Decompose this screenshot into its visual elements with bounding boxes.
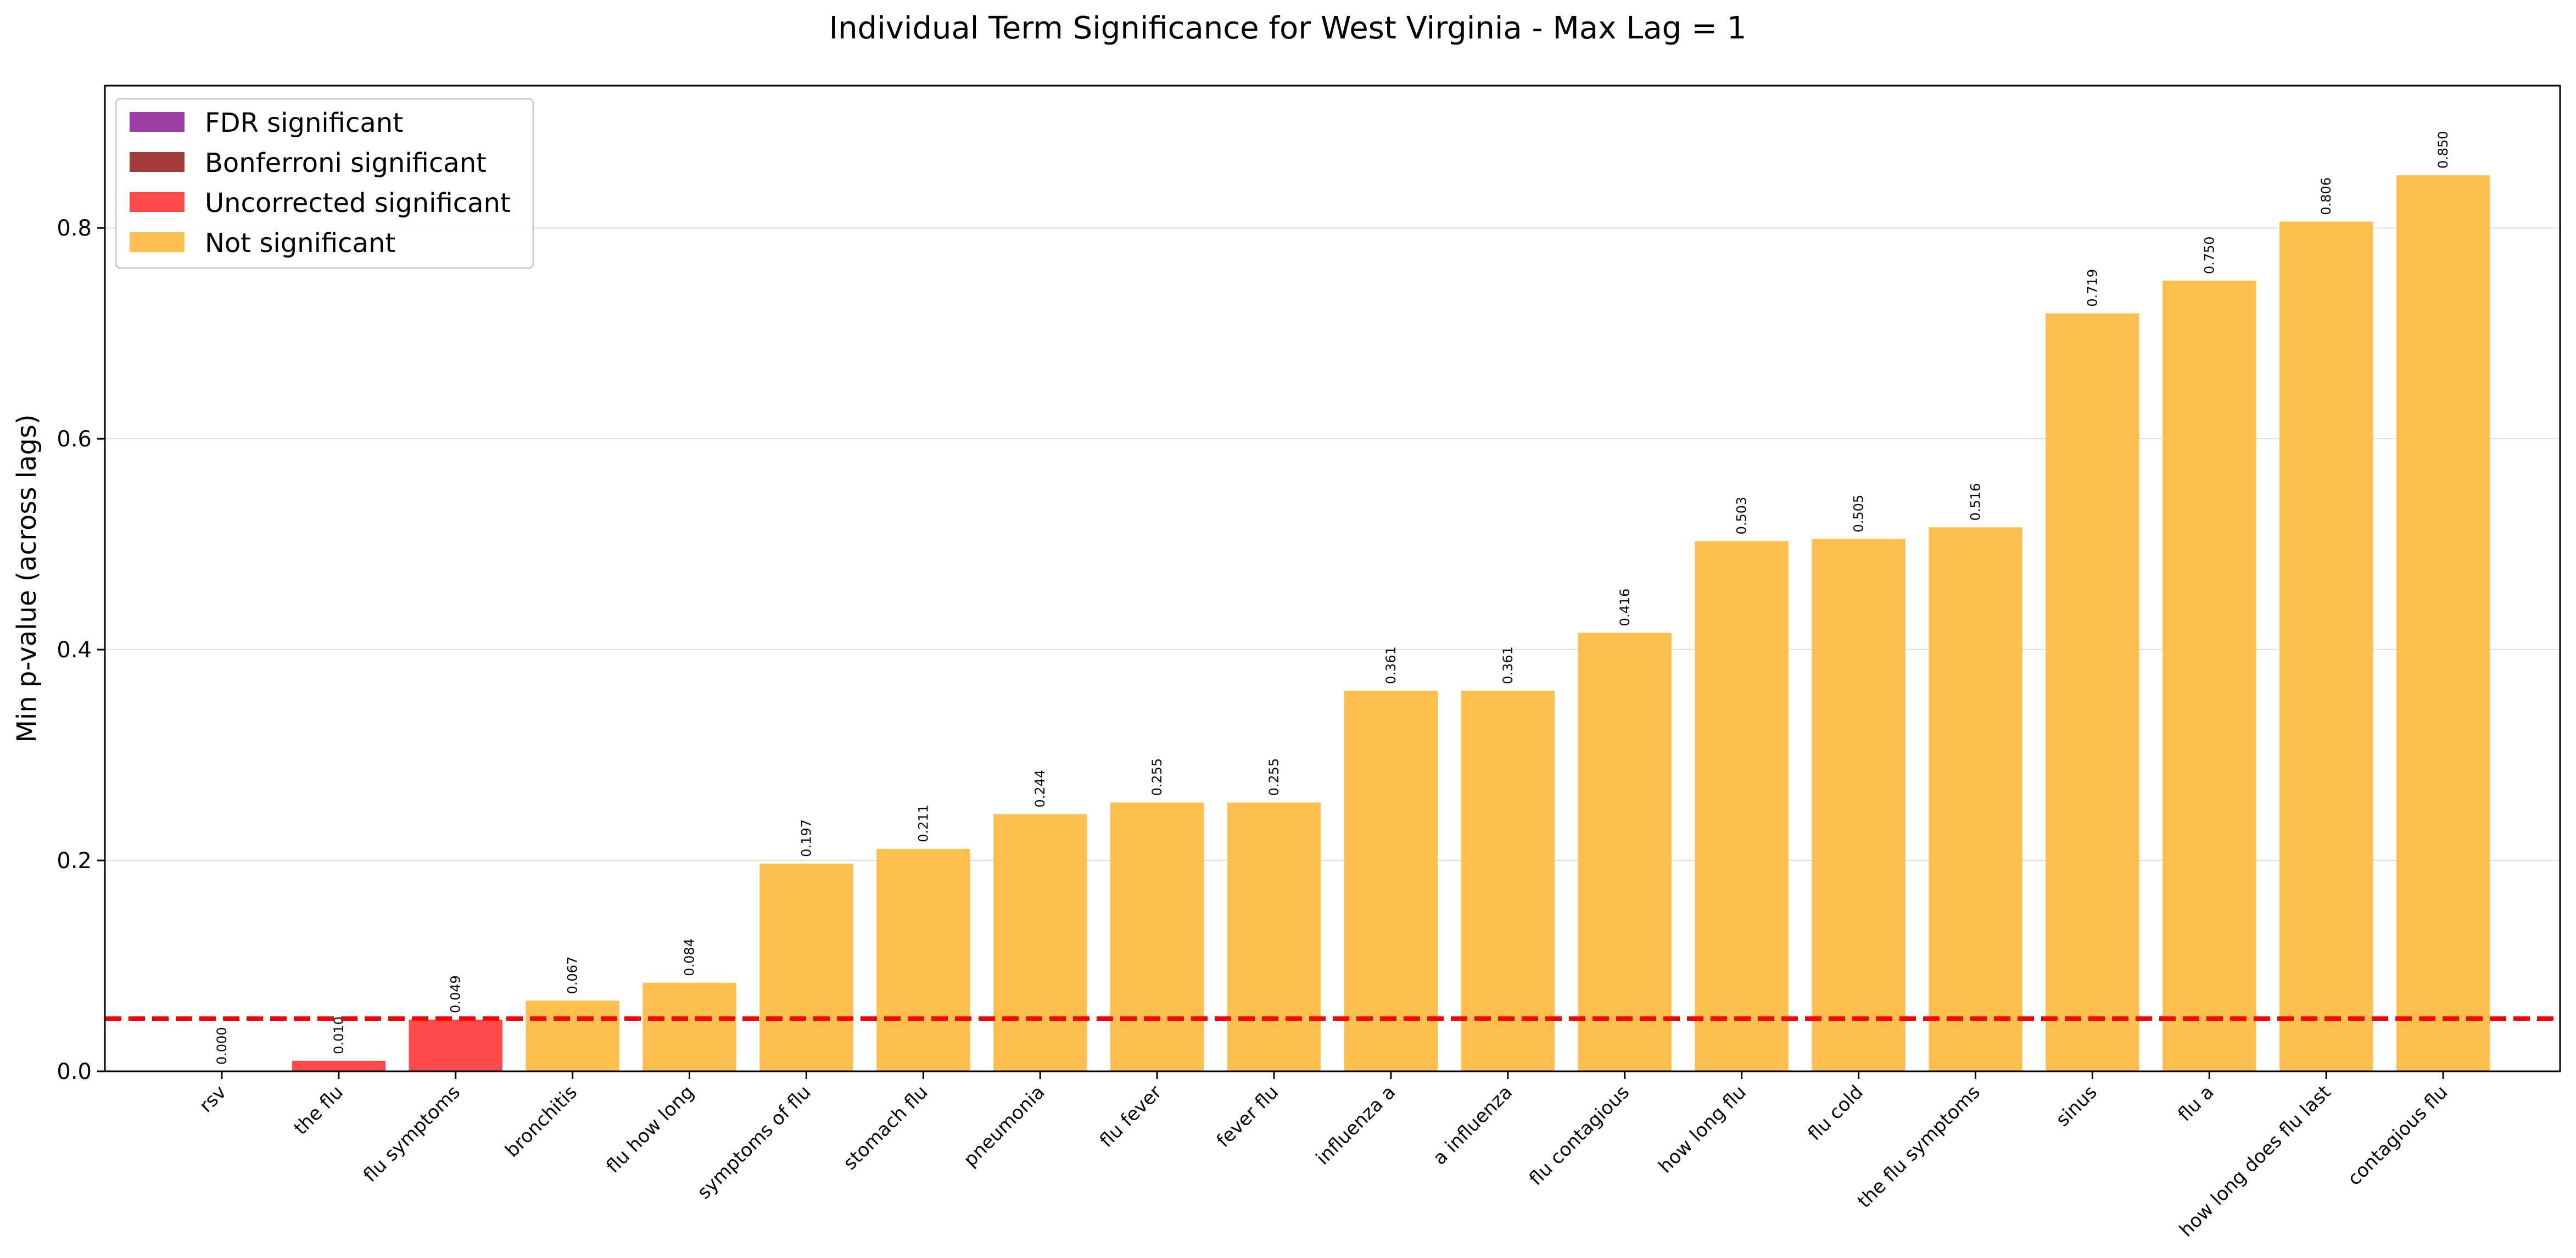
- legend-label: Not significant: [205, 228, 395, 259]
- data-label: 0.806: [2318, 177, 2334, 215]
- legend-box: [115, 98, 534, 269]
- x-tick-label: symptoms of flu: [693, 1081, 815, 1204]
- data-label: 0.010: [331, 1016, 347, 1054]
- bar: [2046, 313, 2139, 1071]
- bar: [993, 814, 1087, 1071]
- x-tick-label: a influenza: [1429, 1081, 1517, 1169]
- data-label: 0.361: [1500, 646, 1516, 684]
- data-label: 0.244: [1032, 770, 1048, 808]
- x-tick-label: rsv: [195, 1081, 231, 1117]
- x-tick-label: the flu symptoms: [1853, 1081, 1985, 1212]
- legend-label: Uncorrected significant: [205, 188, 511, 219]
- x-axis-ticks: rsv the flu flu symptoms bronchitis flu how …: [195, 1071, 2452, 1241]
- bar: [2279, 221, 2373, 1072]
- y-tick-label: 0.0: [57, 1059, 92, 1084]
- data-label: 0.000: [214, 1027, 230, 1065]
- data-label: 0.255: [1266, 758, 1282, 796]
- bar: [526, 1000, 619, 1071]
- bar: [1578, 633, 1672, 1071]
- bar: [409, 1019, 502, 1071]
- bar: [1695, 541, 1789, 1071]
- x-tick-label: flu fever: [1096, 1081, 1166, 1151]
- x-tick-label: flu symptoms: [359, 1081, 465, 1187]
- data-labels: 0.000 0.010 0.049 0.067 0.084 0.197 0.211 0.244…: [214, 131, 2451, 1065]
- y-tick-label: 0.4: [57, 638, 92, 663]
- data-label: 0.197: [798, 819, 814, 857]
- bar: [876, 848, 970, 1071]
- x-tick-label: the flu: [289, 1081, 348, 1139]
- data-label: 0.416: [1617, 589, 1633, 627]
- y-tick-label: 0.2: [57, 848, 92, 874]
- data-label: 0.516: [1968, 483, 1983, 521]
- data-label: 0.750: [2201, 236, 2217, 274]
- bar: [2163, 281, 2256, 1072]
- bar: [2396, 175, 2490, 1071]
- x-tick-label: flu cold: [1804, 1081, 1868, 1145]
- data-label: 0.067: [565, 957, 580, 994]
- x-tick-label: bronchitis: [501, 1081, 582, 1162]
- bar: [759, 863, 853, 1071]
- x-tick-label: stomach flu: [839, 1081, 932, 1175]
- x-tick-label: sinus: [2052, 1081, 2101, 1131]
- data-label: 0.361: [1383, 646, 1399, 684]
- bar: [1929, 527, 2022, 1071]
- y-tick-label: 0.6: [57, 427, 92, 452]
- legend-items: FDR significant Bonferroni significant Unc…: [130, 108, 511, 259]
- data-label: 0.505: [1851, 495, 1867, 533]
- y-tick-label: 0.8: [57, 216, 92, 241]
- bar: [1461, 690, 1555, 1071]
- legend-swatch: [130, 192, 185, 212]
- legend-swatch: [130, 232, 185, 252]
- x-tick-label: pneumonia: [959, 1081, 1049, 1171]
- bar: [1110, 802, 1204, 1071]
- data-label: 0.084: [682, 938, 697, 976]
- bars: [292, 175, 2490, 1072]
- legend-label: FDR significant: [205, 108, 403, 138]
- bar: [1227, 802, 1321, 1071]
- x-tick-label: contagious flu: [2343, 1081, 2452, 1190]
- y-axis-ticks: 0.0 0.2 0.4 0.6 0.8: [57, 216, 105, 1084]
- chart-title: Individual Term Significance for West Vi…: [829, 10, 1747, 46]
- data-label: 0.503: [1734, 497, 1750, 535]
- legend-label: Bonferroni significant: [205, 148, 487, 178]
- data-label: 0.255: [1149, 758, 1165, 796]
- data-label: 0.049: [448, 975, 463, 1013]
- plot-frame: [104, 85, 2561, 1072]
- data-label: 0.211: [915, 804, 931, 842]
- data-label: 0.719: [2085, 269, 2100, 307]
- legend-swatch: [130, 152, 185, 172]
- data-label: 0.850: [2435, 131, 2451, 169]
- x-tick-label: fever flu: [1212, 1081, 1283, 1151]
- x-tick-label: flu a: [2174, 1081, 2219, 1126]
- x-tick-label: flu how long: [602, 1081, 698, 1177]
- x-tick-label: flu contagious: [1525, 1081, 1634, 1190]
- x-tick-label: how long flu: [1655, 1081, 1751, 1177]
- bar: [1812, 539, 1906, 1071]
- bar: [1344, 690, 1438, 1071]
- bar: [292, 1060, 385, 1071]
- bar: [642, 982, 736, 1071]
- x-tick-label: influenza a: [1312, 1081, 1400, 1169]
- legend: FDR significant Bonferroni significant Unc…: [115, 98, 534, 269]
- y-axis-label: Min p-value (across lags): [12, 414, 42, 742]
- legend-swatch: [130, 112, 185, 132]
